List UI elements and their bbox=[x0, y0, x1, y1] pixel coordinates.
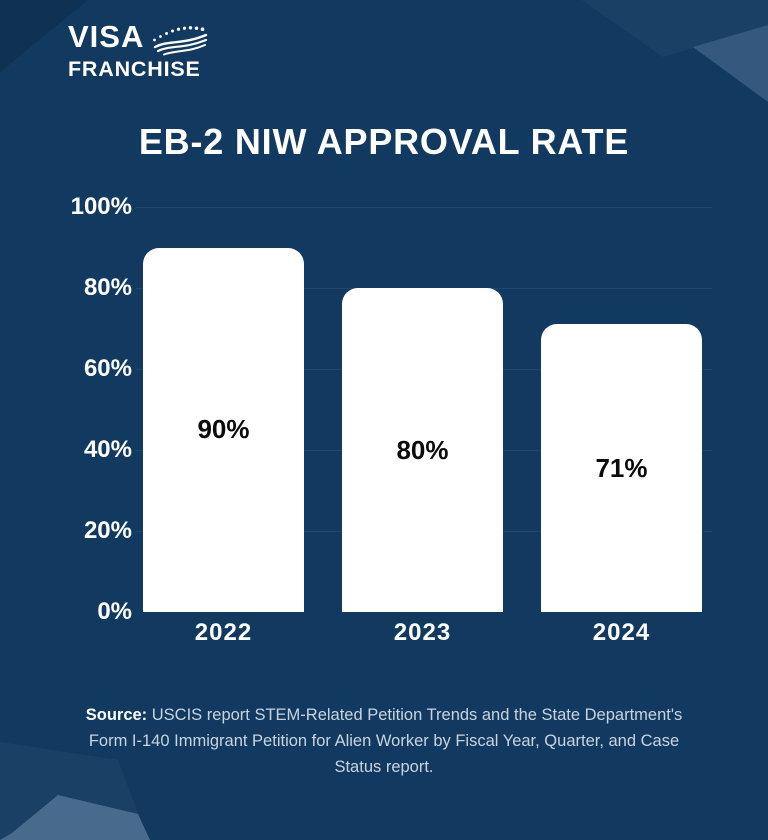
source-note: Source: USCIS report STEM-Related Petiti… bbox=[76, 702, 692, 780]
corner-decor-top-right-slate bbox=[693, 25, 768, 102]
visa-franchise-logo: VISA FRANCHISE bbox=[68, 19, 208, 82]
x-axis-label-2023: 2023 bbox=[393, 619, 452, 646]
corner-decor-bottom-left-slate bbox=[0, 795, 150, 840]
logo-text-franchise: FRANCHISE bbox=[68, 57, 201, 81]
chart-title: EB-2 NIW APPROVAL RATE bbox=[138, 121, 630, 162]
stars-wave-emblem-icon bbox=[153, 26, 208, 56]
corner-decor-top-right-navy bbox=[582, 0, 768, 57]
gridline-100 bbox=[136, 207, 712, 208]
bar-value-label: 71% bbox=[595, 452, 648, 483]
bar-2024: 71% bbox=[541, 324, 702, 612]
corner-decor-top-left bbox=[0, 0, 88, 72]
y-axis-tick-40%: 40% bbox=[83, 436, 132, 463]
y-axis-tick-0%: 0% bbox=[97, 598, 132, 625]
logo-text-visa: VISA bbox=[68, 19, 145, 54]
y-axis-tick-60%: 60% bbox=[83, 355, 132, 382]
bar-2022: 90% bbox=[143, 247, 304, 612]
bar-value-label: 80% bbox=[396, 434, 449, 465]
x-axis-label-2022: 2022 bbox=[194, 619, 253, 646]
y-axis-tick-20%: 20% bbox=[83, 517, 132, 544]
source-label: Source: bbox=[85, 706, 148, 724]
x-axis-label-2024: 2024 bbox=[592, 619, 651, 646]
bar-2023: 80% bbox=[342, 288, 503, 612]
y-axis-tick-100%: 100% bbox=[70, 193, 132, 220]
y-axis-tick-80%: 80% bbox=[83, 274, 132, 301]
bar-value-label: 90% bbox=[197, 414, 250, 445]
source-text: USCIS report STEM-Related Petition Trend… bbox=[88, 706, 683, 776]
